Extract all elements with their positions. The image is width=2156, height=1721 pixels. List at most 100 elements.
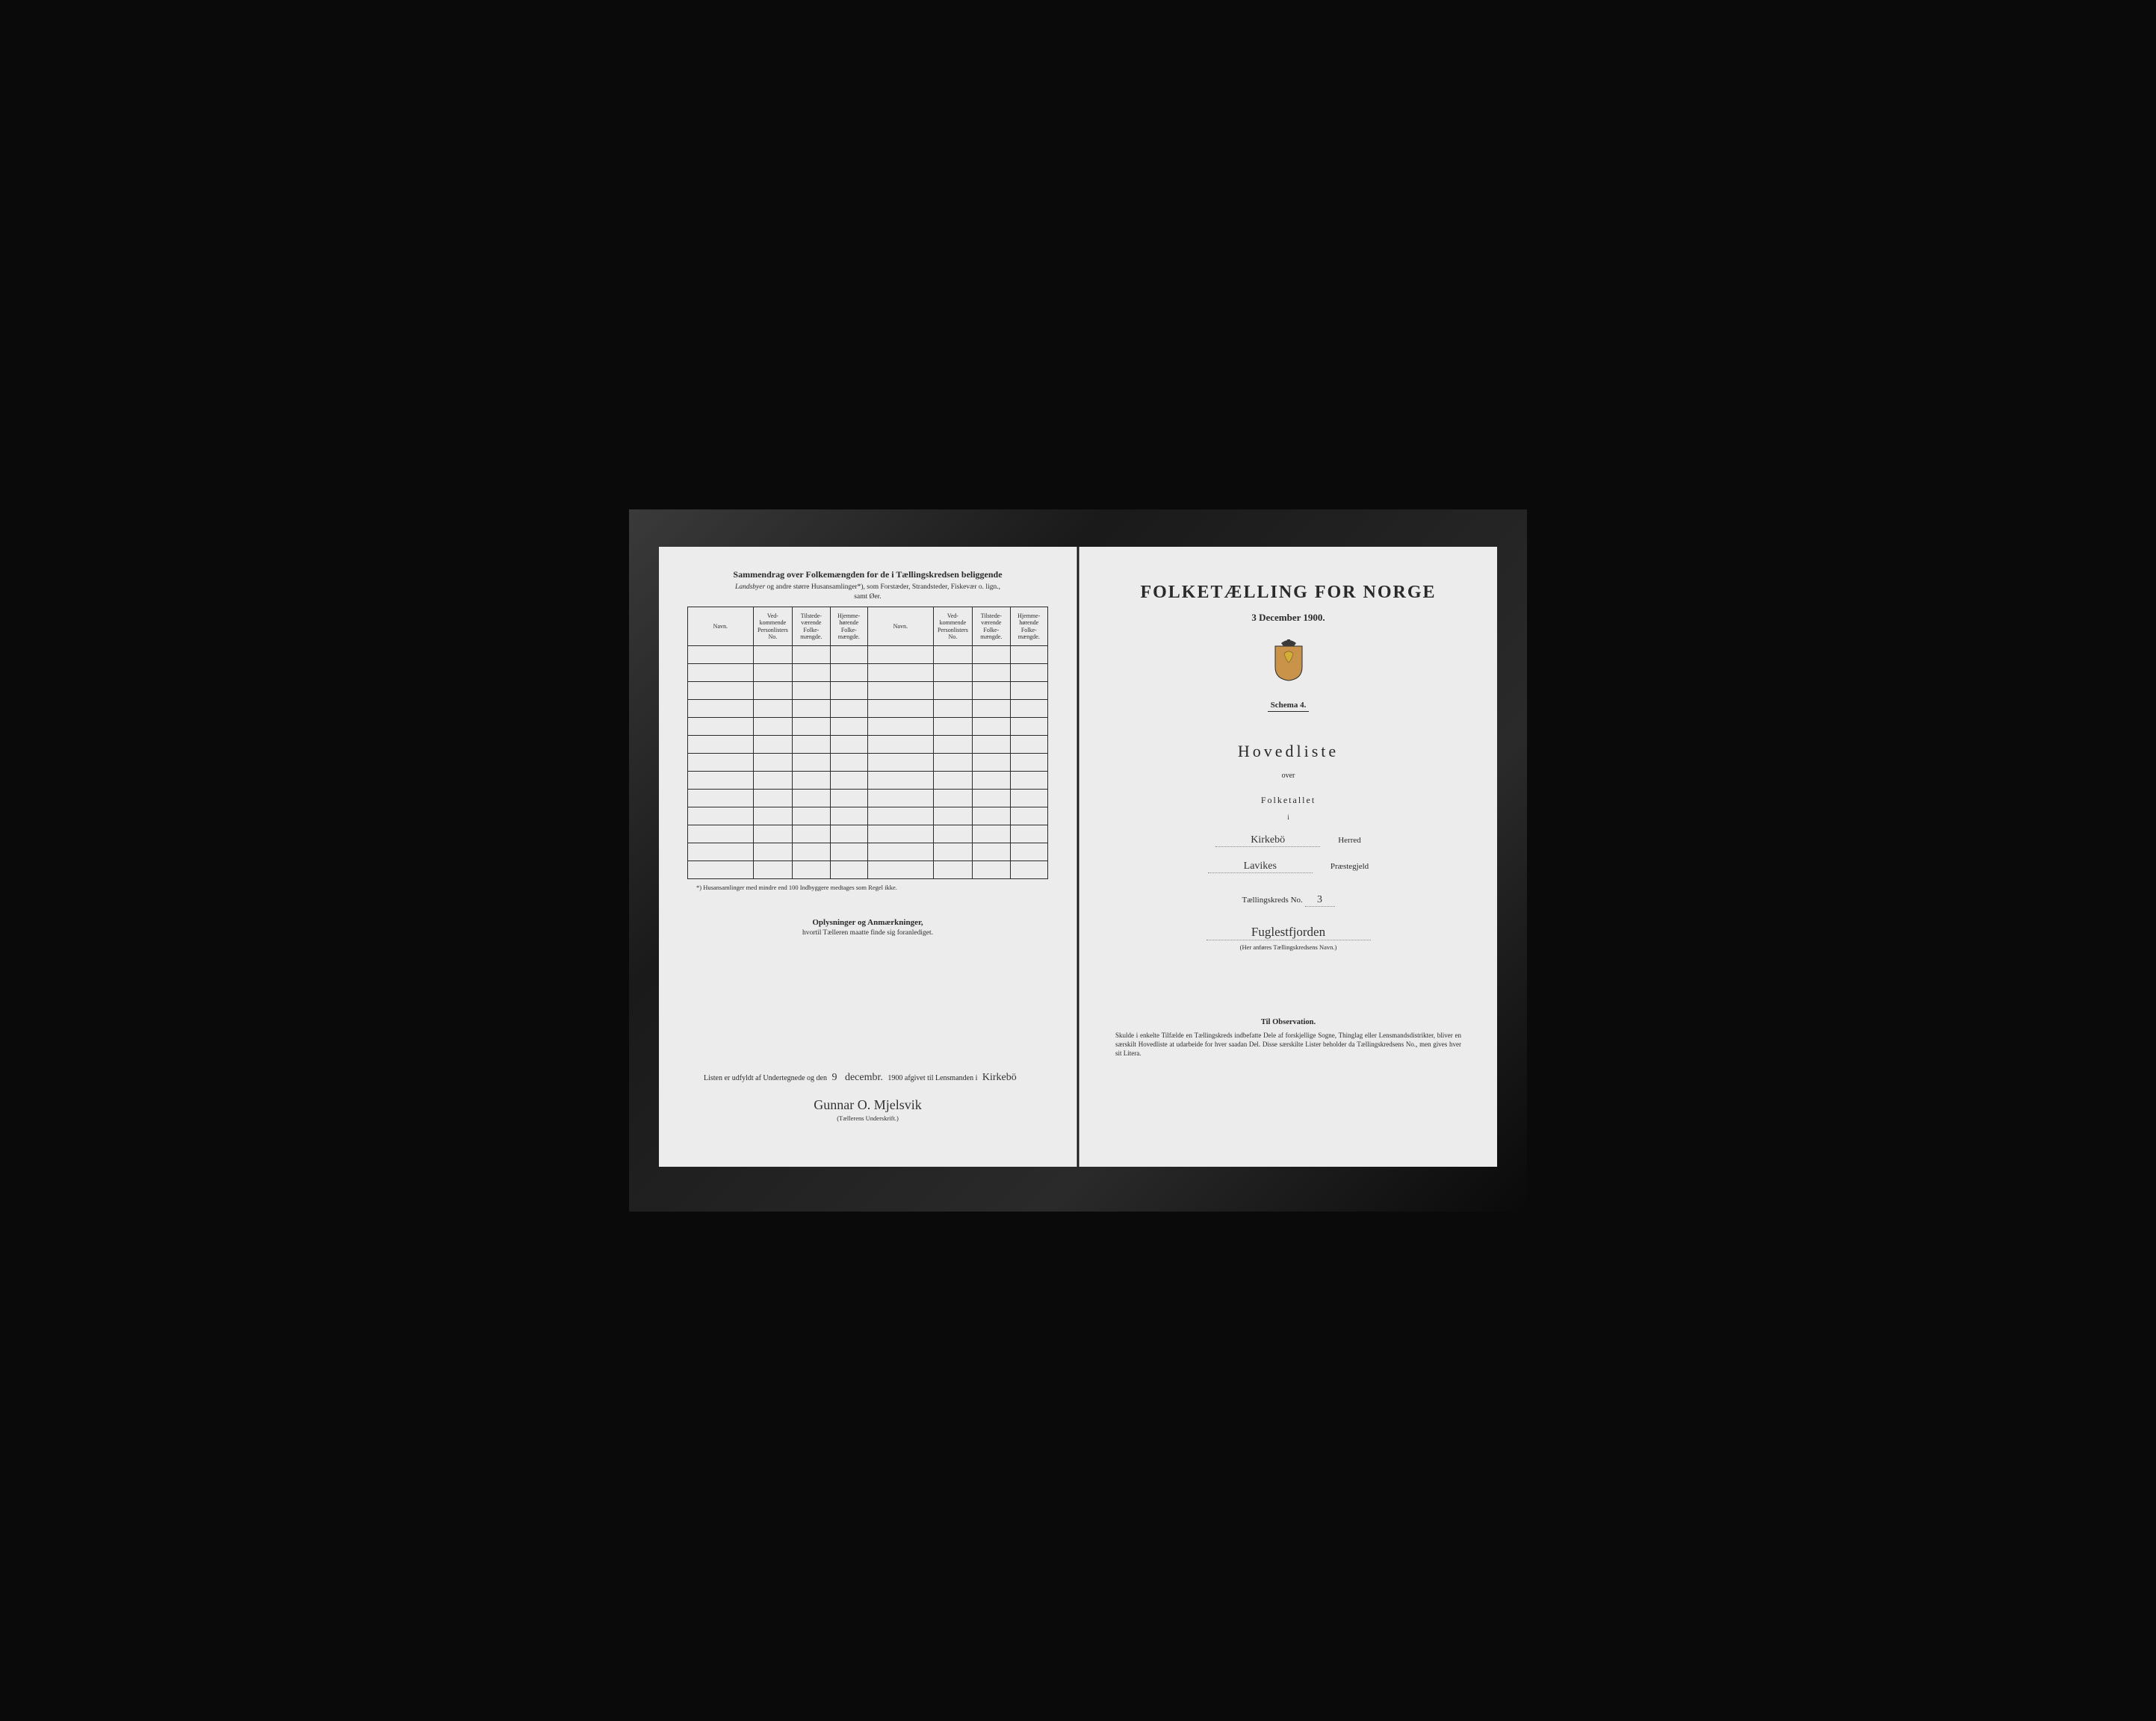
- sig-date-month: decembr.: [842, 1072, 886, 1083]
- census-title: FOLKETÆLLING FOR NORGE: [1108, 583, 1469, 603]
- census-date: 3 December 1900.: [1108, 612, 1469, 624]
- signature-name-block: Gunnar O. Mjelsvik (Tællerens Underskrif…: [704, 1097, 1032, 1122]
- table-cell: [830, 790, 867, 807]
- table-row: [688, 790, 1048, 807]
- table-cell: [1010, 682, 1047, 700]
- kreds-hint: (Her anføres Tællingskredsens Navn.): [1108, 943, 1469, 951]
- table-cell: [1010, 861, 1047, 879]
- table-cell: [753, 664, 792, 682]
- table-cell: [973, 772, 1010, 790]
- sig-place: Kirkebö: [979, 1072, 1020, 1083]
- table-cell: [830, 772, 867, 790]
- coat-of-arms-icon: [1271, 639, 1307, 682]
- table-cell: [688, 664, 754, 682]
- kreds-name-row: Fuglestfjorden: [1108, 925, 1469, 940]
- table-cell: [688, 861, 754, 879]
- table-cell: [973, 790, 1010, 807]
- table-cell: [688, 754, 754, 772]
- page-spread: Sammendrag over Folkemængden for de i Tæ…: [659, 547, 1497, 1167]
- table-cell: [753, 682, 792, 700]
- table-cell: [830, 825, 867, 843]
- sig-mid: afgivet til Lensmanden i: [905, 1074, 977, 1082]
- table-cell: [1010, 664, 1047, 682]
- table-cell: [933, 682, 972, 700]
- table-cell: [830, 718, 867, 736]
- signature-block: Listen er udfyldt af Undertegnede og den…: [704, 1072, 1032, 1122]
- kreds-no-label: Tællingskreds No.: [1242, 896, 1302, 905]
- table-cell: [973, 718, 1010, 736]
- summary-sub-em: Landsbyer: [735, 583, 765, 591]
- table-cell: [933, 736, 972, 754]
- left-page: Sammendrag over Folkemængden for de i Tæ…: [659, 547, 1077, 1167]
- th-name-2: Navn.: [867, 607, 933, 646]
- signature-name: Gunnar O. Mjelsvik: [811, 1097, 924, 1112]
- table-cell: [793, 718, 830, 736]
- table-cell: [830, 754, 867, 772]
- table-cell: [830, 861, 867, 879]
- table-cell: [973, 807, 1010, 825]
- table-cell: [867, 861, 933, 879]
- table-row: [688, 646, 1048, 664]
- table-cell: [793, 790, 830, 807]
- table-cell: [830, 664, 867, 682]
- table-row: [688, 700, 1048, 718]
- sig-date-day: 9: [828, 1072, 840, 1083]
- table-cell: [933, 772, 972, 790]
- sig-prefix: Listen er udfyldt af Undertegnede og den: [704, 1074, 827, 1082]
- table-cell: [973, 736, 1010, 754]
- th-col3-2: Tilstede-værendeFolke-mængde.: [973, 607, 1010, 646]
- summary-table: Navn. Ved-kommendePersonlistersNo. Tilst…: [687, 607, 1048, 879]
- praestegjeld-row: Lavikes Præstegjeld: [1108, 860, 1469, 873]
- table-cell: [793, 861, 830, 879]
- herred-value: Kirkebö: [1215, 834, 1320, 847]
- table-row: [688, 861, 1048, 879]
- table-cell: [933, 664, 972, 682]
- summary-subtitle-2: samt Øer.: [687, 593, 1048, 601]
- table-cell: [933, 754, 972, 772]
- table-cell: [753, 772, 792, 790]
- table-cell: [753, 718, 792, 736]
- observation-title: Til Observation.: [1108, 1018, 1469, 1026]
- table-cell: [830, 736, 867, 754]
- table-cell: [973, 664, 1010, 682]
- table-row: [688, 754, 1048, 772]
- table-cell: [830, 700, 867, 718]
- table-cell: [973, 646, 1010, 664]
- table-cell: [973, 843, 1010, 861]
- signature-label: (Tællerens Underskrift.): [704, 1114, 1032, 1122]
- table-cell: [867, 646, 933, 664]
- table-cell: [973, 682, 1010, 700]
- praestegjeld-label: Præstegjeld: [1331, 862, 1369, 871]
- th-name-1: Navn.: [688, 607, 754, 646]
- table-cell: [1010, 807, 1047, 825]
- footnote: *) Husansamlinger med mindre end 100 Ind…: [687, 884, 1048, 891]
- table-cell: [688, 682, 754, 700]
- table-cell: [688, 843, 754, 861]
- table-row: [688, 825, 1048, 843]
- table-cell: [793, 682, 830, 700]
- table-cell: [1010, 718, 1047, 736]
- table-cell: [688, 807, 754, 825]
- table-cell: [1010, 736, 1047, 754]
- table-cell: [753, 807, 792, 825]
- table-cell: [830, 807, 867, 825]
- table-cell: [753, 843, 792, 861]
- table-cell: [753, 754, 792, 772]
- table-cell: [933, 646, 972, 664]
- table-cell: [830, 843, 867, 861]
- table-cell: [933, 825, 972, 843]
- table-cell: [973, 861, 1010, 879]
- herred-label: Herred: [1338, 836, 1361, 845]
- kreds-name-value: Fuglestfjorden: [1206, 925, 1371, 940]
- table-cell: [933, 718, 972, 736]
- praestegjeld-value: Lavikes: [1208, 860, 1313, 873]
- table-cell: [973, 825, 1010, 843]
- table-cell: [867, 754, 933, 772]
- table-cell: [793, 754, 830, 772]
- table-cell: [688, 718, 754, 736]
- table-cell: [793, 664, 830, 682]
- table-cell: [830, 646, 867, 664]
- observation-body: Skulde i enkelte Tilfælde en Tællingskre…: [1108, 1031, 1469, 1058]
- summary-tbody: [688, 646, 1048, 879]
- table-cell: [1010, 700, 1047, 718]
